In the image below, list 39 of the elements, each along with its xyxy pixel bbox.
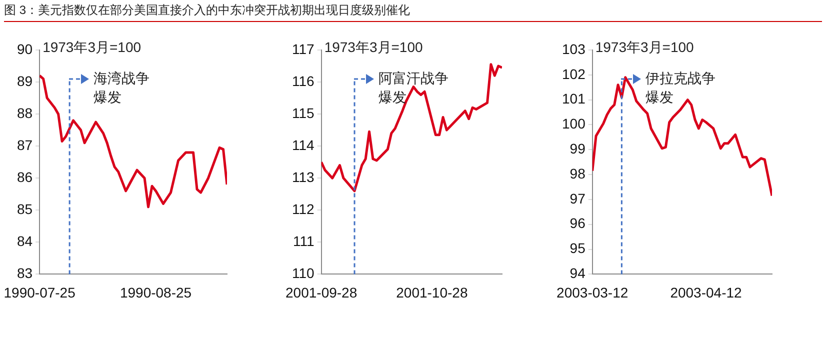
y-tick-label: 115 <box>292 104 315 121</box>
x-tick-label: 1990-08-25 <box>120 284 192 300</box>
y-tick-label: 88 <box>16 104 33 121</box>
y-tick-label: 114 <box>292 136 315 153</box>
y-tick-label: 85 <box>16 201 33 217</box>
annotation: 1973年3月=100 <box>324 38 423 55</box>
y-tick-label: 117 <box>292 40 315 57</box>
y-tick-label: 116 <box>292 72 315 89</box>
annotation: 1973年3月=100 <box>595 38 694 55</box>
y-tick-label: 86 <box>16 168 33 185</box>
x-tick-label: 2003-03-12 <box>556 284 628 300</box>
y-tick-label: 99 <box>570 140 586 157</box>
annotation: 1973年3月=100 <box>42 38 142 55</box>
y-tick-label: 89 <box>16 72 33 89</box>
y-tick-label: 96 <box>570 215 586 232</box>
chart-title: 图 3：美元指数仅在部分美国直接介入的中东冲突开战初期出现日度级别催化 <box>4 2 822 22</box>
ref-line-label: 伊拉克战争爆发 <box>646 70 716 106</box>
y-tick-label: 90 <box>16 40 33 57</box>
y-tick-label: 112 <box>292 201 315 217</box>
x-tick-label: 2003-04-12 <box>670 284 742 300</box>
y-tick-label: 84 <box>16 233 33 250</box>
y-tick-label: 110 <box>292 265 315 282</box>
y-tick-label: 101 <box>562 90 586 107</box>
y-tick-label: 113 <box>292 168 315 185</box>
x-tick-label: 2001-09-28 <box>286 284 358 300</box>
ref-line-label: 海湾战争爆发 <box>94 70 150 106</box>
y-tick-label: 98 <box>570 165 586 182</box>
y-tick-label: 95 <box>570 240 586 256</box>
y-tick-label: 87 <box>16 136 33 153</box>
ref-line-label: 阿富汗战争爆发 <box>378 70 449 106</box>
y-tick-label: 102 <box>562 66 586 82</box>
y-tick-label: 111 <box>293 233 315 250</box>
y-tick-label: 94 <box>570 265 586 282</box>
x-tick-label: 2001-10-28 <box>396 284 468 300</box>
x-tick-label: 1990-07-25 <box>4 284 76 300</box>
y-tick-label: 103 <box>562 40 586 57</box>
y-tick-label: 83 <box>16 265 33 282</box>
y-tick-label: 97 <box>570 190 586 206</box>
y-tick-label: 100 <box>562 116 586 132</box>
